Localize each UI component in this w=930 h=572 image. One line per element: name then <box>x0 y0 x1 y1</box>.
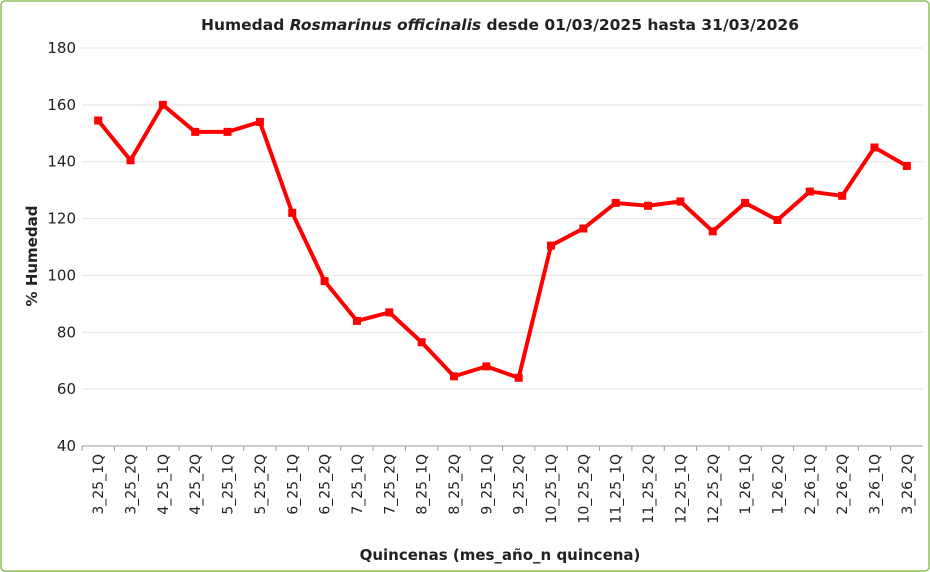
x-tick-label: 10_25_2Q <box>576 454 592 524</box>
x-tick-label: 6_25_2Q <box>318 454 334 515</box>
data-point <box>514 373 523 382</box>
x-tick-label: 11_25_1Q <box>609 454 625 524</box>
y-tick-label: 140 <box>47 153 76 171</box>
y-tick-label: 100 <box>47 266 76 284</box>
data-point <box>805 187 814 196</box>
data-point <box>644 201 653 210</box>
x-tick-label: 8_25_2Q <box>447 454 463 515</box>
title-part: Humedad <box>201 16 290 34</box>
data-point <box>741 198 750 207</box>
x-tick-label: 3_25_2Q <box>124 454 140 515</box>
data-point <box>385 308 394 317</box>
data-point <box>191 127 200 136</box>
x-tick-label: 2_26_1Q <box>803 454 819 515</box>
x-tick-label: 3_25_1Q <box>91 454 107 515</box>
data-point <box>94 116 103 125</box>
x-tick-label: 10_25_1Q <box>544 454 560 524</box>
data-point <box>547 241 556 250</box>
x-axis-label: Quincenas (mes_año_n quincena) <box>360 546 641 564</box>
data-point <box>676 197 685 206</box>
data-point <box>611 198 620 207</box>
x-tick-label: 9_25_2Q <box>512 454 528 515</box>
x-tick-label: 12_25_1Q <box>673 454 689 524</box>
x-tick-label: 1_26_2Q <box>770 454 786 515</box>
data-point <box>126 156 135 165</box>
data-point <box>482 362 491 371</box>
x-tick-label: 1_26_1Q <box>738 454 754 515</box>
title-part: desde 01/03/2025 hasta 31/03/2026 <box>481 16 799 34</box>
data-point <box>288 208 297 217</box>
y-tick-label: 160 <box>47 96 76 114</box>
data-point <box>320 277 329 286</box>
data-point <box>223 127 232 136</box>
x-tick-label: 3_26_1Q <box>867 454 883 515</box>
data-point <box>870 143 879 152</box>
x-tick-label: 12_25_2Q <box>706 454 722 524</box>
data-point <box>255 117 264 126</box>
x-tick-label: 7_25_1Q <box>350 454 366 515</box>
x-tick-label: 2_26_2Q <box>835 454 851 515</box>
y-tick-label: 40 <box>57 437 76 455</box>
title-part: Rosmarinus officinalis <box>290 16 481 34</box>
x-tick-label: 7_25_2Q <box>382 454 398 515</box>
x-tick-label: 6_25_1Q <box>285 454 301 515</box>
y-tick-label: 180 <box>47 39 76 57</box>
x-tick-label: 8_25_1Q <box>415 454 431 515</box>
data-point <box>449 372 458 381</box>
y-tick-label: 80 <box>57 323 76 341</box>
data-point <box>579 224 588 233</box>
data-point <box>902 161 911 170</box>
x-tick-label: 4_25_2Q <box>188 454 204 515</box>
x-tick-label: 4_25_1Q <box>156 454 172 515</box>
x-tick-label: 3_26_2Q <box>900 454 916 515</box>
x-tick-label: 5_25_1Q <box>221 454 237 515</box>
x-tick-label: 5_25_2Q <box>253 454 269 515</box>
y-tick-label: 120 <box>47 210 76 228</box>
y-tick-label: 60 <box>57 380 76 398</box>
data-point <box>352 316 361 325</box>
data-point <box>158 100 167 109</box>
data-point <box>838 191 847 200</box>
data-line <box>96 102 908 380</box>
data-point <box>773 215 782 224</box>
y-axis-label: % Humedad <box>23 206 41 307</box>
x-tick-label: 9_25_1Q <box>479 454 495 515</box>
chart-title: Humedad Rosmarinus officinalis desde 01/… <box>201 16 799 34</box>
data-point <box>417 338 426 347</box>
x-tick-label: 11_25_2Q <box>641 454 657 524</box>
data-point <box>708 227 717 236</box>
